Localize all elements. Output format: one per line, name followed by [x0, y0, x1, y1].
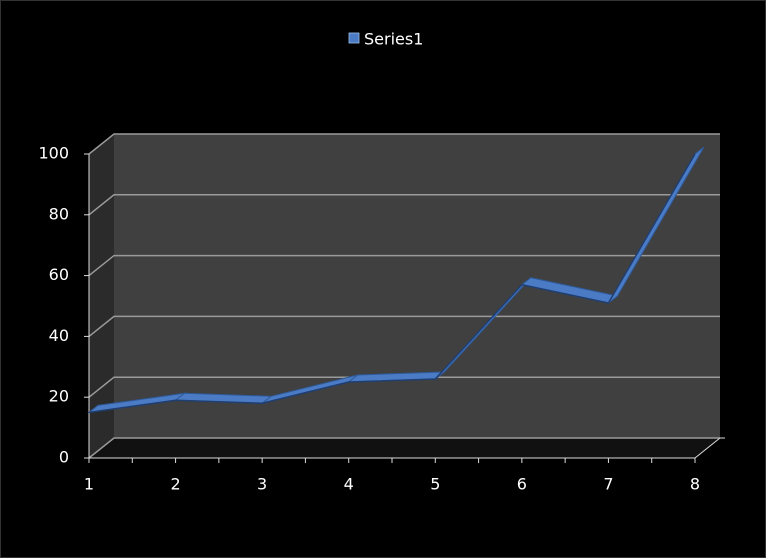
x-tick-label: 1 [84, 475, 94, 494]
x-tick-label: 5 [430, 475, 440, 494]
grid-line [88, 194, 720, 216]
y-tick-label: 100 [38, 144, 69, 163]
grid-line [88, 437, 720, 459]
legend-swatch [348, 32, 360, 44]
y-tick-label: 0 [59, 448, 69, 467]
y-tick-label: 40 [49, 326, 69, 345]
side-wall [89, 134, 114, 458]
y-tick-label: 60 [49, 265, 69, 284]
floor-edge [694, 437, 721, 459]
x-tick-label: 6 [517, 475, 527, 494]
x-tick-label: 8 [690, 475, 700, 494]
legend-label: Series1 [364, 30, 423, 49]
x-tick-label: 7 [603, 475, 613, 494]
grid-line [88, 133, 720, 155]
x-tick-label: 4 [344, 475, 354, 494]
y-tick-label: 80 [49, 204, 69, 223]
y-tick-label: 20 [49, 387, 69, 406]
grid-line [88, 315, 720, 337]
grid-line [88, 254, 720, 277]
x-tick-label: 2 [170, 475, 180, 494]
floor [89, 438, 720, 458]
grid-line [88, 376, 720, 398]
x-tick-label: 3 [257, 475, 267, 494]
line [88, 153, 696, 414]
back-wall [114, 134, 720, 438]
